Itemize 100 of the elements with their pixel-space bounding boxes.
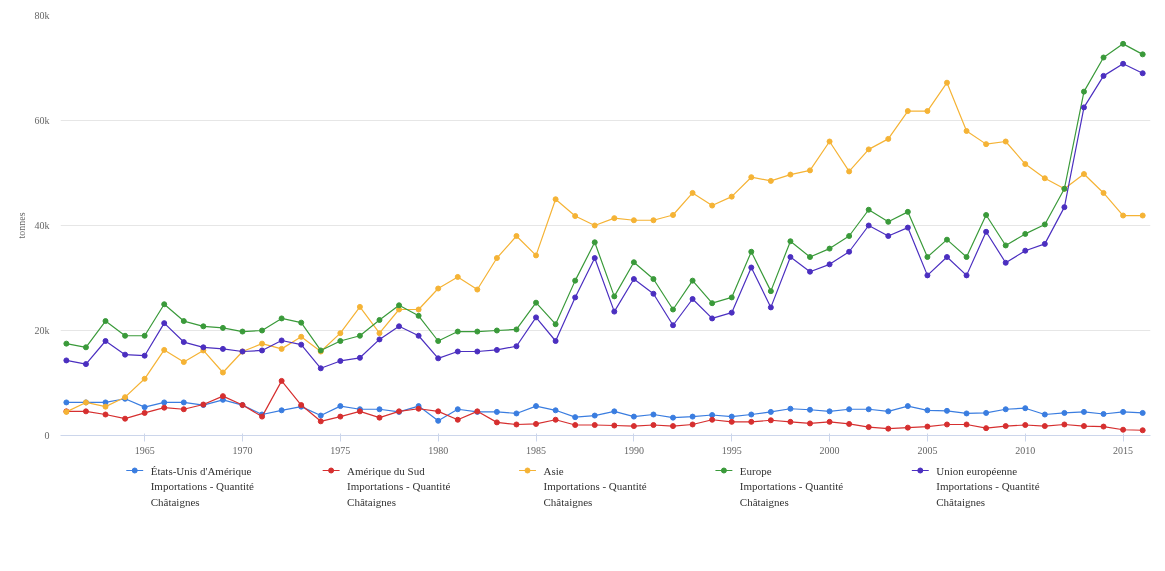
point [591,239,598,246]
point [650,290,657,297]
point [161,399,168,406]
point [63,340,70,347]
point [846,420,853,427]
point [650,411,657,418]
point [82,344,89,351]
point [728,294,735,301]
point [807,254,813,260]
point [767,304,774,311]
point [728,413,735,420]
point [435,285,442,292]
point [1002,406,1009,413]
point [767,408,774,415]
point [611,293,618,300]
point [611,408,618,415]
point [435,417,442,424]
point [787,418,794,425]
point [474,348,481,355]
point [885,218,892,225]
point [826,138,833,145]
point [337,338,344,344]
point [630,276,637,283]
point [943,421,950,428]
y-tick-label: 20k [34,325,50,336]
point [298,333,305,340]
point [689,421,696,428]
point [493,327,500,334]
point [670,306,677,313]
point [572,422,579,428]
point [337,403,344,410]
point [904,208,911,215]
point [689,189,696,196]
point [493,255,500,262]
point [180,339,187,346]
y-tick-label: 40k [34,220,50,231]
point [1120,40,1127,47]
point [317,412,324,419]
point [1022,422,1029,428]
point [552,338,559,344]
point [943,236,950,243]
point [1139,427,1146,434]
point [924,108,931,115]
point [807,167,813,174]
point [1120,408,1127,415]
point [963,410,970,417]
point [1002,423,1009,430]
point [454,273,461,280]
point [122,415,129,422]
point [983,212,990,218]
point [298,341,305,348]
point [533,314,540,321]
point [787,405,794,412]
point [219,345,226,352]
point [630,423,637,430]
point [278,345,285,352]
point [513,326,520,333]
point [337,413,344,420]
legend-label: États-Unis d'Amérique Importations - Quantité Châtaignes [150,464,255,508]
point [376,336,383,343]
x-tick-label: 1980 [428,444,449,456]
point [259,347,266,354]
y-tick-label: 60k [34,115,50,126]
point [513,343,520,350]
point [885,233,892,239]
point [924,254,931,260]
point [1002,138,1009,145]
point [513,233,520,239]
point [807,406,813,413]
point [278,337,285,344]
point [963,272,970,279]
point [591,422,598,428]
point [630,259,637,266]
point [102,318,109,325]
point [180,318,187,325]
point [278,315,285,322]
point [1041,221,1048,228]
point [298,319,305,326]
point [533,420,540,427]
point [278,407,285,414]
point [943,407,950,414]
point [846,233,853,239]
point [396,306,403,313]
point [650,217,657,224]
point [474,286,481,293]
point [1002,259,1009,266]
point [1139,70,1146,77]
point [846,406,853,413]
point [161,320,168,327]
point [454,416,461,423]
point [1120,60,1127,67]
point [1041,175,1048,182]
point [141,409,148,416]
point [767,288,774,295]
point [689,413,696,420]
point [1139,409,1146,416]
point [63,357,70,364]
x-tick-label: 1975 [330,444,351,456]
point [767,177,774,184]
y-tick-label: 0 [44,430,50,441]
